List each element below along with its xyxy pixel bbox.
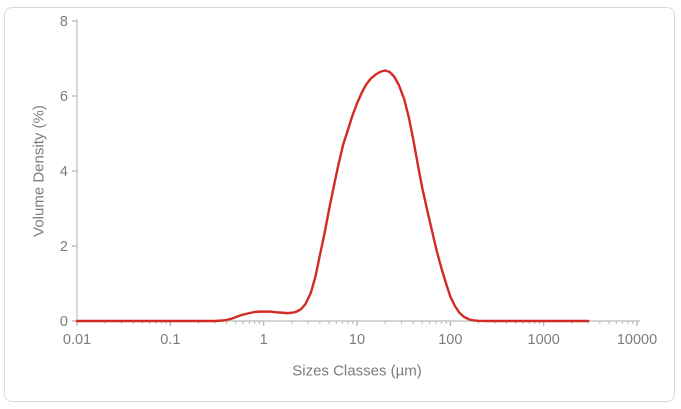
x-tick-label: 10 xyxy=(349,332,365,348)
y-tick-label: 6 xyxy=(60,89,68,105)
x-tick-label: 0.1 xyxy=(160,332,180,348)
y-tick-label: 2 xyxy=(60,239,68,255)
x-tick-label: 10000 xyxy=(617,332,657,348)
x-axis-title: Sizes Classes (µm) xyxy=(292,362,422,380)
y-tick-label: 8 xyxy=(60,14,68,30)
y-tick-label: 0 xyxy=(60,314,68,330)
chart-card xyxy=(4,7,675,402)
y-axis-title: Volume Density (%) xyxy=(30,105,48,237)
x-tick-label: 1000 xyxy=(528,332,560,348)
y-tick-label: 4 xyxy=(60,164,68,180)
x-tick-label: 100 xyxy=(438,332,462,348)
volume-density-curve xyxy=(75,69,590,323)
x-tick-label: 1 xyxy=(260,332,268,348)
x-tick-label: 0.01 xyxy=(63,332,91,348)
